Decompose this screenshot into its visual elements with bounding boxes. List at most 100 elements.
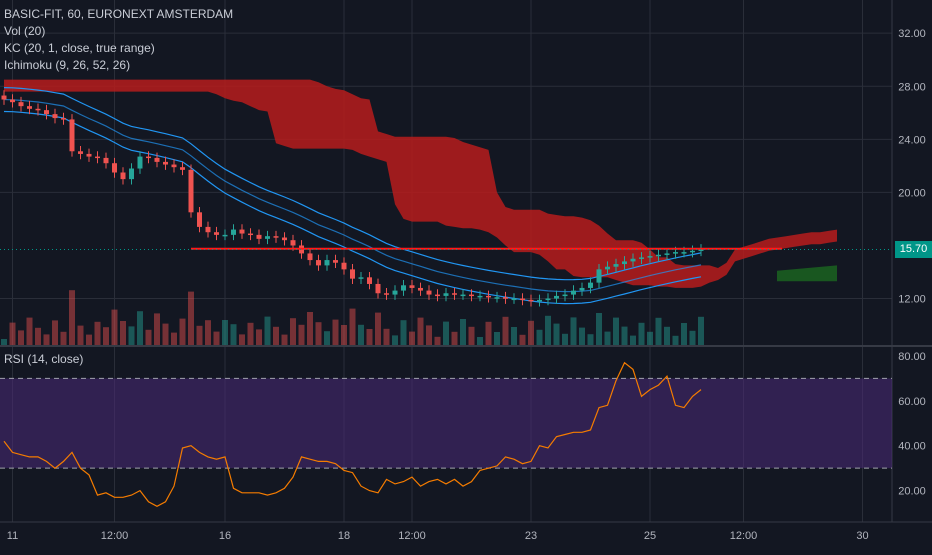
volume-bar (562, 333, 568, 345)
legend-symbol[interactable]: BASIC-FIT, 60, EURONEXT AMSTERDAM (4, 7, 234, 21)
candle-body (35, 108, 41, 111)
candle-body (205, 226, 211, 233)
volume-bar (307, 312, 313, 345)
volume-bar (18, 330, 24, 345)
volume-bar (290, 318, 296, 345)
time-tick-label: 23 (525, 530, 537, 542)
volume-bar (698, 316, 704, 345)
legend-ichimoku[interactable]: Ichimoku (9, 26, 52, 26) (4, 58, 131, 72)
volume-bar (332, 319, 339, 345)
time-tick-label: 16 (219, 530, 231, 542)
candle-body (647, 256, 653, 258)
candle-body (418, 287, 423, 291)
candle-body (231, 229, 236, 235)
candle-body (18, 102, 24, 107)
candle-body (698, 249, 704, 251)
candle-body (477, 295, 483, 298)
volume-bar (179, 318, 186, 345)
volume-bar (502, 316, 509, 345)
candle-body (656, 254, 661, 257)
volume-bar (477, 337, 483, 345)
volume-bar (579, 327, 585, 345)
volume-bar (638, 322, 645, 345)
price-tick-label: 24.00 (898, 134, 926, 146)
rsi-tick-label: 60.00 (898, 396, 926, 408)
volume-bar (77, 325, 84, 345)
candle-body (469, 294, 474, 297)
volume-bar (613, 317, 619, 345)
volume-bar (162, 323, 169, 345)
volume-bar (366, 329, 373, 345)
candle-body (409, 285, 415, 288)
time-tick-label: 25 (644, 530, 656, 542)
time-tick-label: 18 (338, 530, 350, 542)
candle-body (265, 236, 270, 239)
candle-body (10, 99, 15, 103)
volume-bar (587, 334, 594, 345)
time-tick-label: 12:00 (398, 530, 426, 542)
volume-bar (222, 320, 228, 345)
volume-bar (273, 326, 279, 345)
candle-body (214, 232, 219, 235)
volume-bar (1, 339, 7, 345)
volume-bar (485, 321, 492, 345)
volume-bar (86, 334, 92, 345)
volume-bar (128, 326, 135, 345)
volume-bar (545, 315, 551, 345)
candle-body (392, 290, 398, 295)
volume-bar (196, 325, 203, 345)
candle-body (596, 269, 602, 283)
candle-body (324, 260, 330, 266)
volume-bar (137, 311, 143, 345)
volume-bar (60, 331, 67, 345)
volume-bar (188, 291, 194, 345)
axes: 32.00 28.00 24.00 20.00 12.00 80.00 60.00 40.00… (7, 28, 926, 542)
volume-bar (324, 331, 330, 345)
volume-bar (519, 334, 526, 345)
rsi-tick-label: 40.00 (898, 441, 926, 453)
candle-body (95, 156, 100, 159)
candle-body (78, 151, 83, 154)
volume-bar (69, 290, 75, 345)
candle-body (341, 262, 347, 270)
horizontal-line[interactable] (0, 247, 892, 250)
legend-volume[interactable]: Vol (20) (4, 24, 46, 38)
volume-bar (375, 312, 381, 345)
volume-bar (120, 321, 126, 345)
candle-body (248, 233, 253, 236)
candle-body (316, 260, 321, 266)
candle-body (137, 156, 143, 169)
rsi-series (3, 361, 702, 507)
candle-body (511, 298, 517, 301)
candle-body (605, 266, 610, 270)
legend-rsi[interactable]: RSI (14, close) (4, 352, 84, 366)
volume-bar (596, 313, 602, 345)
time-tick-label: 11 (7, 530, 18, 542)
candle-body (639, 257, 644, 259)
price-tick-label: 32.00 (898, 28, 926, 40)
keltner-line (3, 98, 702, 293)
volume-bar (358, 324, 364, 345)
keltner-line (3, 110, 702, 305)
time-tick-label: 12:00 (730, 530, 758, 542)
legend-keltner[interactable]: KC (20, 1, close, true range) (4, 41, 155, 55)
volume-bar (621, 326, 628, 345)
rsi-line (3, 361, 702, 507)
candle-body (443, 293, 449, 296)
candle-body (588, 282, 593, 288)
volume-bar (664, 326, 670, 345)
candle-body (197, 212, 202, 227)
volume-bar (536, 329, 543, 345)
volume-bar (247, 322, 254, 345)
candle-body (622, 261, 627, 265)
candle-body (52, 114, 58, 119)
volume-bar (239, 334, 245, 345)
volume-bar (468, 326, 475, 345)
volume-bar (647, 331, 653, 345)
candle-body (188, 169, 194, 213)
volume-bar (9, 322, 16, 345)
volume-bar (570, 317, 577, 345)
time-tick-label: 12:00 (101, 530, 129, 542)
